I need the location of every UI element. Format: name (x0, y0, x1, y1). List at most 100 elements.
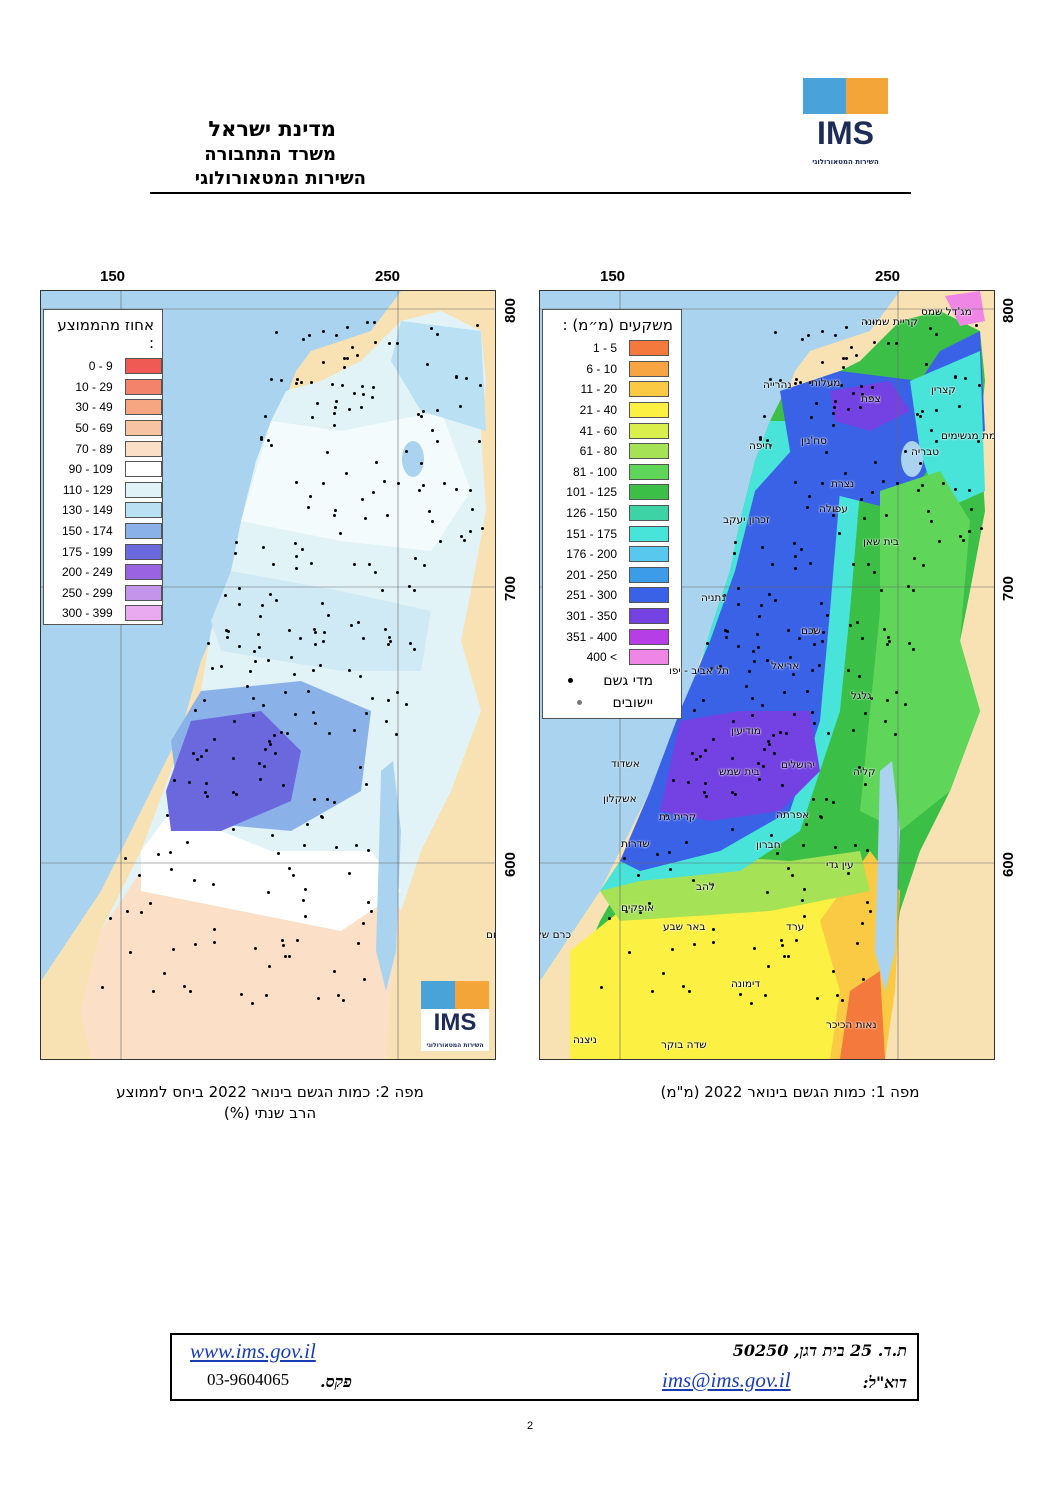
place-label: צפת (861, 393, 881, 405)
map1-legend-label: 301 - 350 (566, 609, 617, 624)
rain-gauge-dot (762, 764, 766, 768)
rain-gauge-dot (321, 482, 325, 486)
fax-label: פקס. (320, 1372, 352, 1391)
rain-gauge-dot (347, 872, 351, 876)
map1-symbol-dot (577, 700, 583, 705)
rain-gauge-dot (459, 534, 463, 538)
rain-gauge-dot (681, 985, 685, 989)
rain-gauge-dot (829, 382, 833, 386)
zone-hermon-pink (945, 291, 985, 326)
fax-number: 03-9604065 (207, 1370, 290, 1389)
rain-gauge-dot (362, 921, 366, 925)
rain-gauge-dot (651, 989, 655, 993)
zone-center-purple (660, 711, 820, 821)
rain-gauge-dot (342, 356, 346, 360)
map2-legend-swatch (124, 440, 162, 457)
rain-gauge-dot (819, 815, 823, 819)
rain-gauge-dot (322, 640, 326, 644)
rain-gauge-dot (326, 798, 330, 802)
rain-gauge-dot (455, 375, 459, 378)
rain-gauge-dot (771, 733, 775, 737)
rain-gauge-dot (895, 481, 899, 485)
place-label: דימונה (731, 978, 761, 990)
grid-y-600-map1: 600 (1000, 852, 1017, 878)
rain-gauge-dot (783, 955, 787, 959)
rain-gauge-dot (917, 489, 921, 493)
rain-gauge-dot (665, 814, 669, 818)
rain-gauge-dot (250, 1001, 254, 1005)
email-link[interactable]: ims@ims.gov.il (662, 1368, 791, 1392)
rain-gauge-dot (274, 330, 278, 334)
rain-gauge-dot (758, 777, 762, 781)
rain-gauge-dot (815, 997, 819, 1001)
place-label: מעלות (811, 377, 841, 389)
rain-gauge-dot (269, 592, 273, 596)
rain-gauge-dot (427, 510, 431, 514)
rain-gauge-dot (372, 490, 376, 494)
rain-gauge-dot (733, 792, 737, 796)
rain-gauge-dot (833, 399, 837, 403)
rain-gauge-dot (272, 733, 276, 737)
rain-gauge-dot (954, 375, 958, 378)
zone-center-175 (166, 711, 301, 831)
rain-gauge-dot (758, 438, 762, 441)
rain-gauge-dot (813, 643, 817, 647)
rain-gauge-dot (321, 360, 325, 364)
rain-gauge-dot (667, 850, 671, 854)
rain-gauge-dot (847, 669, 851, 673)
map1-legend-swatch (629, 608, 669, 625)
rain-gauge-dot (408, 585, 412, 589)
rain-gauge-dot (800, 899, 804, 903)
zone-north-light (391, 321, 486, 431)
map1-legend-swatch (629, 360, 669, 377)
map1-symbol-item: יישובים (543, 692, 681, 714)
rain-gauge-dot (396, 690, 400, 694)
place-label: טבריה (911, 446, 940, 458)
rain-gauge-dot (758, 614, 762, 618)
rain-gauge-dot (362, 393, 366, 397)
place-label: נתניה (701, 592, 726, 604)
map-percent-of-average: 150 250 800 700 600 אח (0, 260, 530, 1122)
rain-gauge-dot (723, 629, 727, 633)
rain-gauge-dot (736, 587, 740, 591)
rain-gauge-dot (259, 436, 263, 440)
rain-gauge-dot (913, 557, 917, 561)
rain-gauge-dot (312, 627, 316, 631)
rain-gauge-dot (845, 325, 849, 329)
rain-gauge-dot (813, 631, 817, 635)
rain-gauge-dot (129, 951, 133, 955)
rain-gauge-dot (725, 629, 729, 633)
place-label: באר שבע (663, 921, 706, 933)
place-label: מודיעין (731, 725, 761, 737)
rain-gauge-dot (755, 632, 759, 636)
rain-gauge-dot (941, 481, 945, 485)
rain-gauge-dot (772, 751, 776, 755)
rain-gauge-dot (656, 853, 660, 857)
place-label: גלגל (851, 690, 872, 702)
rain-gauge-dot (833, 508, 837, 512)
map1-legend-label: 101 - 125 (566, 485, 617, 500)
rain-gauge-dot (234, 792, 238, 796)
map1-legend-label: 126 - 150 (566, 506, 617, 521)
rain-gauge-dot (704, 782, 708, 786)
rain-gauge-dot (783, 690, 787, 694)
rain-gauge-dot (792, 713, 796, 717)
rain-gauge-dot (295, 938, 299, 942)
rain-gauge-dot (422, 483, 426, 487)
grid-x-250: 250 (375, 268, 401, 285)
map1-svg (540, 291, 994, 1059)
rain-gauge-dot (212, 882, 216, 886)
map1-legend-swatch (629, 546, 669, 563)
rain-gauge-dot (824, 451, 828, 455)
rain-gauge-dot (802, 914, 806, 918)
map1-legend-label: 201 - 250 (566, 567, 617, 582)
rain-gauge-dot (751, 696, 755, 700)
rain-gauge-dot (157, 853, 161, 857)
website-link[interactable]: www.ims.gov.il (190, 1339, 316, 1363)
rain-gauge-dot (454, 488, 458, 492)
rain-gauge-dot (718, 664, 722, 668)
rain-gauge-dot (261, 703, 265, 707)
header-ministry: משרד התחבורה (204, 144, 336, 165)
rain-gauge-dot (169, 867, 173, 871)
rain-gauge-dot (248, 669, 252, 673)
